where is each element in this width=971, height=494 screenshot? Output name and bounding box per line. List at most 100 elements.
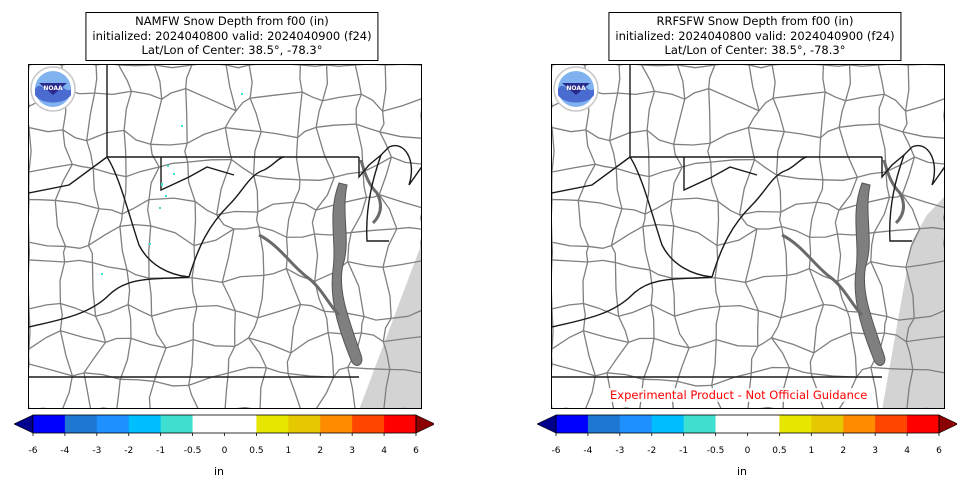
county-line [235,97,251,112]
county-line [587,259,616,264]
county-line [771,337,791,369]
county-line [756,310,759,347]
county-line [347,261,365,317]
county-line [904,65,910,112]
county-line [285,237,289,269]
county-line [905,260,944,268]
county-line [641,65,678,67]
county-line [231,159,254,176]
colorbar-segment [160,415,194,433]
county-line [54,200,67,247]
county-line [906,369,914,408]
noaa-logo-text: NOAA [566,85,586,92]
county-line [299,65,303,93]
county-line [901,156,916,195]
county-line [154,65,192,69]
chesapeake-bay [331,182,363,366]
county-line [671,166,683,200]
county-line [118,65,155,67]
county-line [221,228,235,283]
colorbar-tick-label: -0.5 [183,446,202,456]
county-line [823,303,848,312]
county-line [671,225,675,279]
colorbar-segment [875,415,908,433]
county-line [902,194,944,209]
county-line [94,316,107,343]
county-line [159,161,188,168]
county-line [754,159,777,176]
county-line [62,129,73,165]
county-line [188,385,199,408]
county-line [715,306,721,340]
colorbar-ticks: -6 -4 -3 -2 -1 -0.5 0 0.5 1 2 3 4 6 [552,446,942,458]
colorbar-segment [352,415,385,433]
county-line [59,330,74,377]
county-line [771,337,815,354]
county-line [250,91,303,99]
county-line [710,158,755,163]
colorbar-tick-label: 4 [381,446,387,456]
colorbar-unit-label: in [213,465,225,478]
county-line [610,245,617,263]
county-line [248,65,253,99]
county-line [776,174,823,181]
county-line [789,367,812,375]
county-line [383,369,391,408]
county-line [552,302,584,310]
county-line [315,100,324,128]
county-line [185,65,193,89]
county-line [60,302,96,317]
county-line [193,339,235,348]
colorbar-segment [587,415,621,433]
county-line [186,127,226,144]
county-line [943,238,944,250]
colorbar-segment [715,415,748,433]
county-line [595,372,608,377]
county-line [379,111,385,133]
county-line [650,304,675,317]
county-line [642,223,674,227]
county-line [606,372,644,380]
colorbar-segment [811,415,844,433]
county-line [300,303,325,312]
county-line [738,159,756,215]
county-line [711,372,752,386]
county-line [323,311,329,333]
colorbar-tick-label: -0.5 [706,446,725,456]
county-line [347,260,384,268]
county-line [378,156,393,195]
county-line [756,226,782,230]
county-line [299,176,335,181]
county-line [552,198,579,202]
county-line [782,367,791,408]
county-line [616,65,621,94]
county-line [165,339,194,349]
county-line [838,100,847,128]
county-line [87,208,100,246]
county-line [914,309,944,319]
county-line [884,332,907,343]
county-line [878,123,903,133]
county-line [845,93,885,102]
county-line [316,123,357,128]
delaware-bay [359,159,382,225]
county-line [120,378,155,382]
county-line [119,338,132,380]
colorbar-tick-label: 3 [349,446,356,456]
county-line [333,366,348,378]
county-line [360,316,365,334]
county-line [688,339,717,349]
county-line [383,336,421,343]
county-line [578,199,623,210]
county-line [653,337,690,349]
county-line [582,261,589,304]
experimental-product-label: Experimental Product - Not Official Guid… [608,388,870,402]
county-line [748,65,773,69]
county-line [682,161,711,168]
county-line [780,275,788,318]
county-line [326,65,356,67]
county-line [29,163,73,173]
county-line [65,244,89,249]
county-line [233,310,236,347]
county-line [252,131,262,175]
